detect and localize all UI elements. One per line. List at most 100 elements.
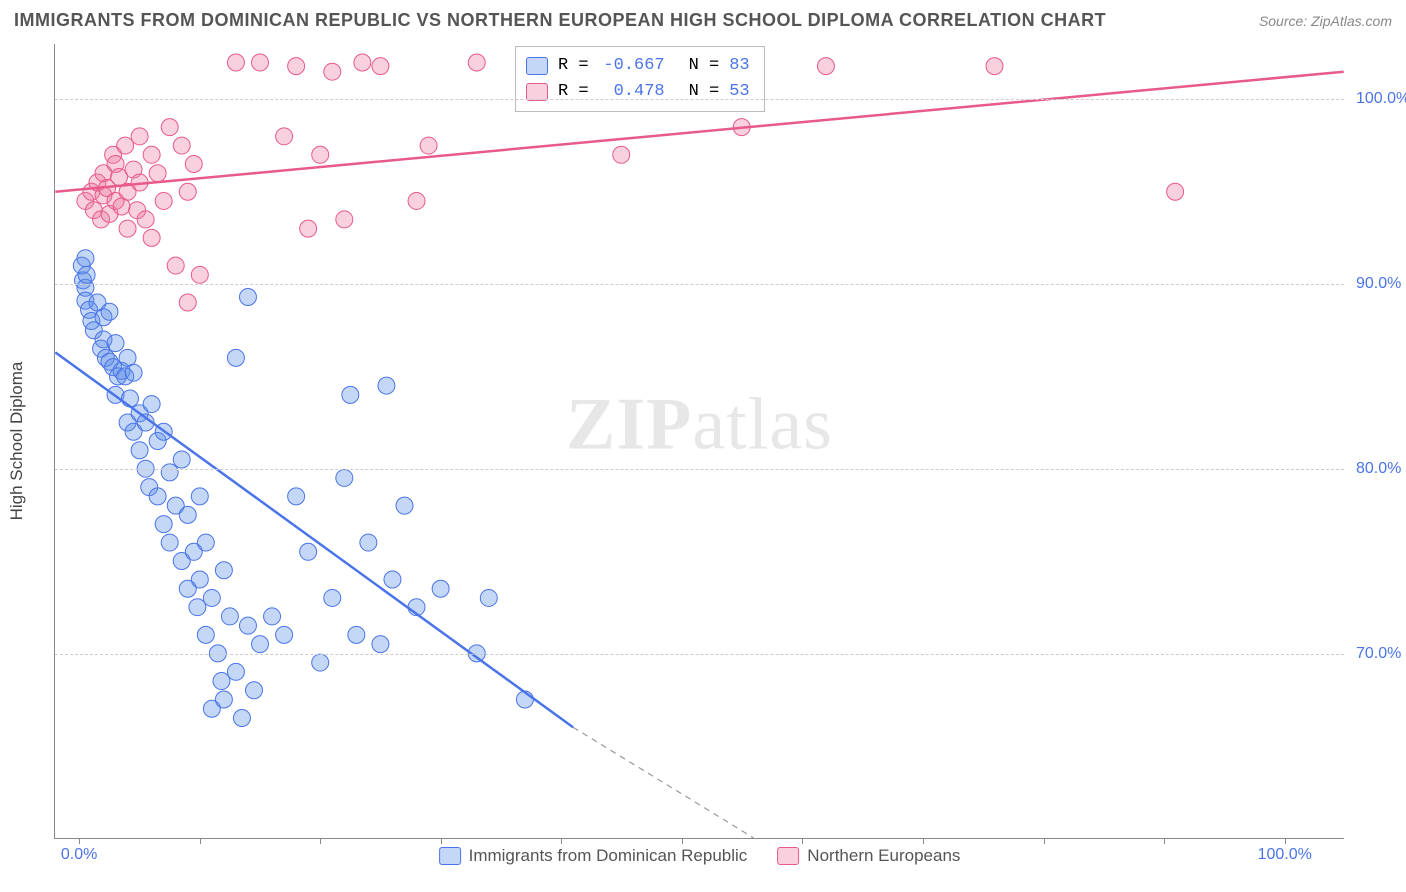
x-tick — [1044, 838, 1045, 844]
data-point-northern_european — [986, 58, 1003, 75]
x-tick-label: 0.0% — [61, 846, 97, 864]
data-point-northern_european — [143, 146, 160, 163]
x-tick — [682, 838, 683, 844]
data-point-dominican — [197, 534, 214, 551]
series-legend: Immigrants from Dominican Republic Northe… — [439, 846, 961, 866]
data-point-northern_european — [143, 229, 160, 246]
source-attribution: Source: ZipAtlas.com — [1259, 13, 1392, 29]
source-link[interactable]: ZipAtlas.com — [1311, 13, 1392, 29]
data-point-dominican — [155, 516, 172, 533]
data-point-dominican — [288, 488, 305, 505]
legend-row-dominican: R =-0.667N =83 — [526, 53, 750, 79]
data-point-dominican — [372, 636, 389, 653]
data-point-dominican — [77, 250, 94, 267]
data-point-dominican — [191, 571, 208, 588]
data-point-northern_european — [179, 183, 196, 200]
data-point-dominican — [227, 663, 244, 680]
data-point-northern_european — [149, 165, 166, 182]
data-point-northern_european — [324, 63, 341, 80]
legend-swatch — [526, 83, 548, 101]
legend-n-label: N = — [689, 79, 720, 105]
data-point-northern_european — [179, 294, 196, 311]
data-point-dominican — [312, 654, 329, 671]
x-tick — [441, 838, 442, 844]
plot-area: High School Diploma ZIPatlas R =-0.667N … — [54, 44, 1344, 839]
data-point-northern_european — [191, 266, 208, 283]
data-point-dominican — [396, 497, 413, 514]
legend-r-label: R = — [558, 79, 589, 105]
data-point-dominican — [480, 589, 497, 606]
data-point-dominican — [143, 396, 160, 413]
data-point-dominican — [179, 506, 196, 523]
x-tick — [923, 838, 924, 844]
x-tick — [1164, 838, 1165, 844]
y-tick-label: 80.0% — [1356, 460, 1406, 478]
data-point-dominican — [101, 303, 118, 320]
data-point-northern_european — [1167, 183, 1184, 200]
x-tick-label: 100.0% — [1258, 846, 1312, 864]
legend-n-label: N = — [689, 53, 720, 79]
data-point-northern_european — [252, 54, 269, 71]
data-point-northern_european — [276, 128, 293, 145]
data-point-dominican — [432, 580, 449, 597]
data-point-northern_european — [137, 211, 154, 228]
data-point-dominican — [173, 451, 190, 468]
chart-svg — [55, 44, 1344, 838]
chart-title: IMMIGRANTS FROM DOMINICAN REPUBLIC VS NO… — [14, 10, 1106, 31]
data-point-dominican — [107, 335, 124, 352]
data-point-dominican — [378, 377, 395, 394]
x-tick — [320, 838, 321, 844]
data-point-dominican — [300, 543, 317, 560]
gridline-h — [55, 469, 1344, 470]
x-tick — [200, 838, 201, 844]
y-axis-title: High School Diploma — [7, 362, 27, 521]
data-point-northern_european — [312, 146, 329, 163]
y-tick-label: 70.0% — [1356, 645, 1406, 663]
data-point-northern_european — [185, 156, 202, 173]
y-tick-label: 100.0% — [1356, 90, 1406, 108]
data-point-dominican — [78, 266, 95, 283]
data-point-northern_european — [372, 58, 389, 75]
legend-r-label: R = — [558, 53, 589, 79]
data-point-northern_european — [817, 58, 834, 75]
data-point-dominican — [215, 691, 232, 708]
data-point-northern_european — [408, 192, 425, 209]
legend-r-value: -0.667 — [599, 53, 665, 79]
data-point-northern_european — [117, 137, 134, 154]
legend-series-label: Immigrants from Dominican Republic — [469, 846, 748, 866]
source-prefix: Source: — [1259, 13, 1307, 29]
gridline-h — [55, 654, 1344, 655]
data-point-dominican — [149, 488, 166, 505]
x-tick — [1285, 838, 1286, 844]
data-point-dominican — [131, 442, 148, 459]
gridline-h — [55, 284, 1344, 285]
data-point-northern_european — [227, 54, 244, 71]
bottom-legend-item-northern_european: Northern Europeans — [777, 846, 960, 866]
y-tick-label: 90.0% — [1356, 275, 1406, 293]
x-tick — [79, 838, 80, 844]
legend-r-value: 0.478 — [599, 79, 665, 105]
data-point-northern_european — [131, 128, 148, 145]
data-point-northern_european — [161, 119, 178, 136]
data-point-northern_european — [167, 257, 184, 274]
data-point-northern_european — [155, 192, 172, 209]
data-point-northern_european — [336, 211, 353, 228]
legend-n-value: 53 — [729, 79, 749, 105]
data-point-dominican — [233, 709, 250, 726]
data-point-dominican — [125, 364, 142, 381]
data-point-northern_european — [613, 146, 630, 163]
legend-swatch — [777, 847, 799, 865]
data-point-dominican — [215, 562, 232, 579]
data-point-dominican — [203, 589, 220, 606]
data-point-dominican — [264, 608, 281, 625]
legend-series-label: Northern Europeans — [807, 846, 960, 866]
correlation-legend: R =-0.667N =83R =0.478N =53 — [515, 46, 765, 112]
data-point-dominican — [245, 682, 262, 699]
data-point-dominican — [161, 464, 178, 481]
x-tick — [802, 838, 803, 844]
data-point-dominican — [252, 636, 269, 653]
gridline-h — [55, 99, 1344, 100]
data-point-dominican — [189, 599, 206, 616]
x-tick — [561, 838, 562, 844]
data-point-northern_european — [173, 137, 190, 154]
